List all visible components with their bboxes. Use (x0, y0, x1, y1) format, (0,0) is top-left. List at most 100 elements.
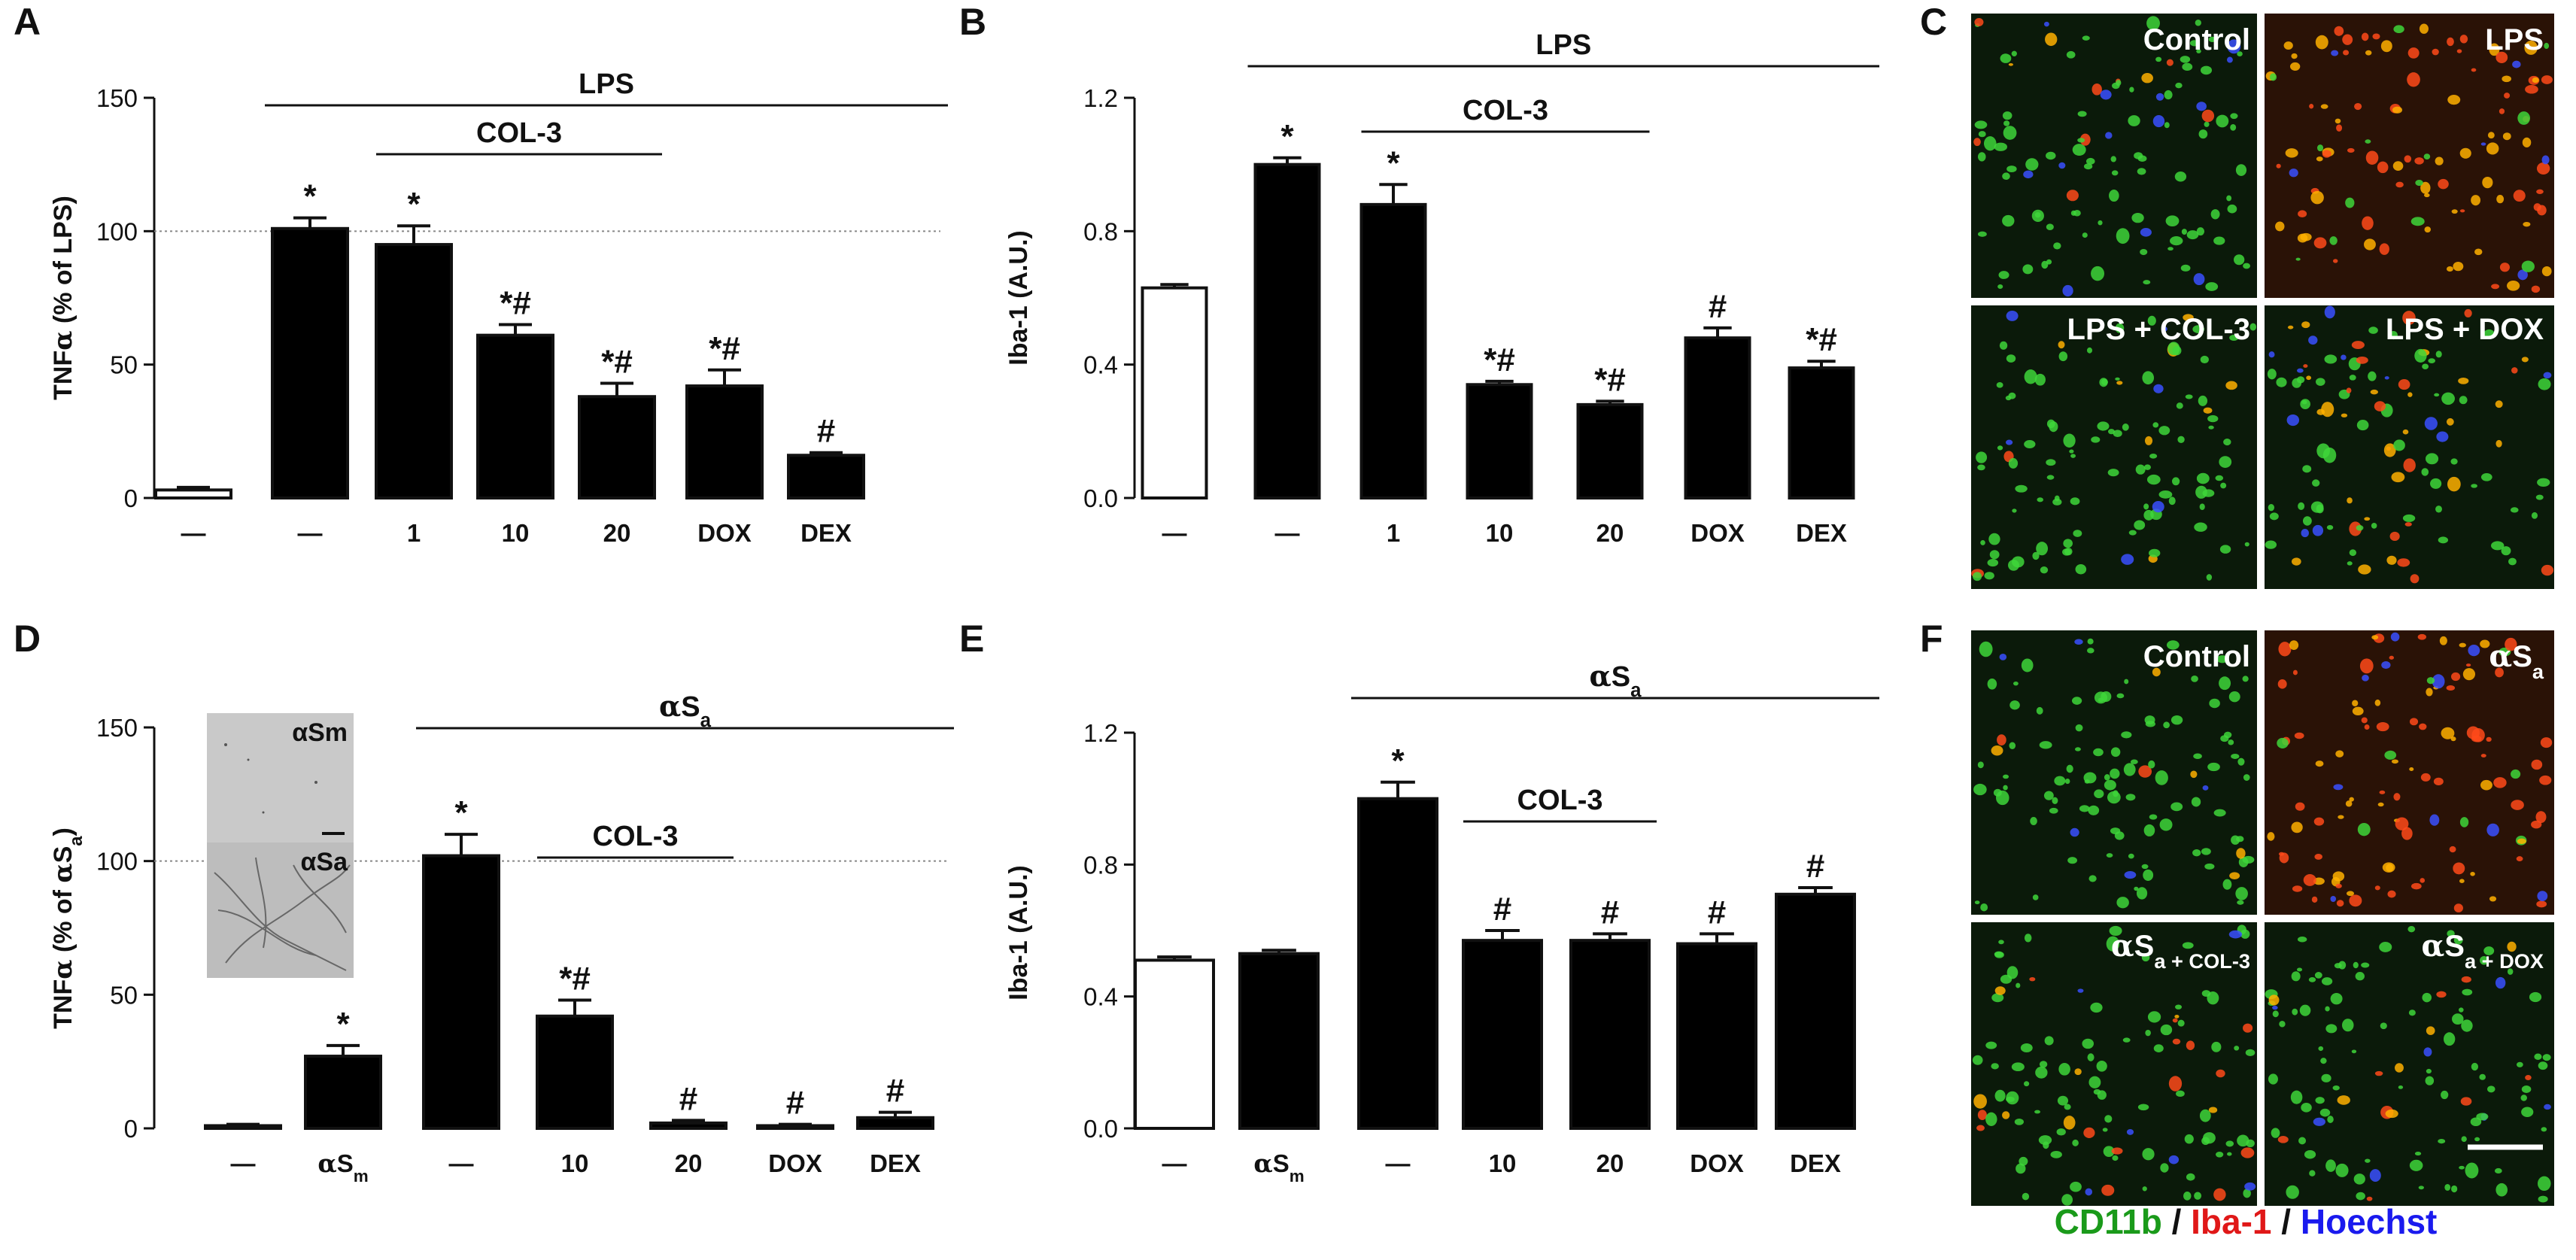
cell (2245, 1049, 2256, 1056)
cell (2088, 805, 2100, 815)
cell (2349, 549, 2357, 557)
cell (1977, 231, 1987, 237)
cell (2537, 891, 2548, 902)
cell (2330, 895, 2337, 903)
cell (2356, 357, 2368, 364)
inset-asm-label: αSm (292, 718, 348, 747)
cell (2074, 747, 2081, 751)
cell (2465, 663, 2471, 667)
cell (2006, 1091, 2019, 1105)
bar (1676, 942, 1757, 1130)
cell (2391, 472, 2405, 483)
cell (2419, 723, 2427, 730)
y-tick-label: 150 (96, 714, 138, 742)
cell (2180, 264, 2191, 272)
cell (2170, 802, 2183, 812)
significance-label: # (1601, 894, 1619, 931)
cell (2106, 936, 2120, 952)
cell (2227, 204, 2237, 214)
cell (2029, 977, 2036, 982)
cell (2244, 1182, 2256, 1191)
cell (2495, 400, 2503, 408)
cell (2111, 82, 2120, 90)
x-category-label: 20 (603, 519, 631, 547)
cell (2423, 1047, 2432, 1057)
cell (2486, 736, 2492, 742)
cell (2438, 536, 2449, 544)
cell (2083, 163, 2093, 170)
cell (2432, 48, 2439, 56)
cell (2292, 669, 2298, 676)
cell (2046, 151, 2056, 160)
x-category-label: DOX (697, 519, 752, 547)
cell (2066, 50, 2076, 59)
cell (2298, 210, 2307, 218)
cell (1973, 138, 1981, 147)
cell (2149, 814, 2158, 820)
cell (2182, 62, 2193, 71)
cell (2106, 853, 2113, 858)
cell (2003, 120, 2010, 126)
cell (2471, 735, 2482, 742)
cell (2225, 381, 2237, 390)
cell (2016, 1163, 2026, 1174)
cell (2426, 1026, 2435, 1035)
cell (2507, 280, 2520, 291)
cell (2229, 872, 2240, 880)
cell (2268, 351, 2275, 358)
cell (2507, 968, 2514, 975)
cell (2371, 522, 2377, 529)
cell (2267, 369, 2277, 380)
cell (2269, 73, 2277, 81)
cell (2453, 862, 2465, 875)
cell (2414, 157, 2424, 165)
micrograph-label-part: S (2444, 930, 2465, 963)
cell (2135, 464, 2146, 475)
cell (2459, 1165, 2465, 1170)
cell (1976, 451, 1988, 463)
cell (2541, 564, 2554, 576)
group-label-part: C (1517, 785, 1537, 816)
cell (2159, 818, 2173, 831)
cell (2226, 195, 2232, 202)
cell (2341, 413, 2348, 417)
micrograph-label: LPS + DOX (2386, 313, 2544, 346)
cell (2291, 53, 2298, 59)
cell (2368, 371, 2377, 381)
cell (2422, 363, 2429, 369)
cell (2024, 369, 2037, 384)
cell (2043, 791, 2054, 800)
cell (2172, 1018, 2178, 1023)
cell (1987, 678, 1997, 690)
cell (2141, 952, 2150, 962)
cell (2507, 941, 2517, 952)
micrograph-label-part: r (2212, 640, 2224, 673)
cell (2191, 675, 2198, 682)
x-category-label-part: D (870, 1149, 888, 1177)
cell (2538, 378, 2551, 390)
micrograph-label-part: α (2111, 928, 2134, 964)
cell (2446, 685, 2456, 691)
cell (2006, 165, 2017, 173)
cell (2141, 72, 2153, 83)
x-category-label-part: O (1709, 519, 1728, 547)
x-category-label: 10 (561, 1149, 589, 1177)
cell (2451, 1185, 2458, 1193)
cell (2193, 753, 2202, 760)
cell (2496, 1183, 2508, 1197)
cell (2036, 542, 2049, 556)
x-category-label: 1 (1387, 519, 1400, 547)
panel-letter-d: D (14, 618, 41, 660)
cell (2268, 994, 2280, 1006)
cell (2510, 507, 2519, 513)
significance-label: * (303, 178, 317, 215)
x-category-label-subscript: m (354, 1167, 369, 1186)
cell (2144, 715, 2155, 725)
cell (2237, 900, 2244, 905)
x-category-label: DEX (800, 519, 852, 547)
cell (2420, 773, 2431, 782)
cell (2461, 1136, 2467, 1143)
cell (2315, 35, 2328, 50)
cell (2071, 697, 2082, 705)
cell (2325, 1159, 2336, 1172)
